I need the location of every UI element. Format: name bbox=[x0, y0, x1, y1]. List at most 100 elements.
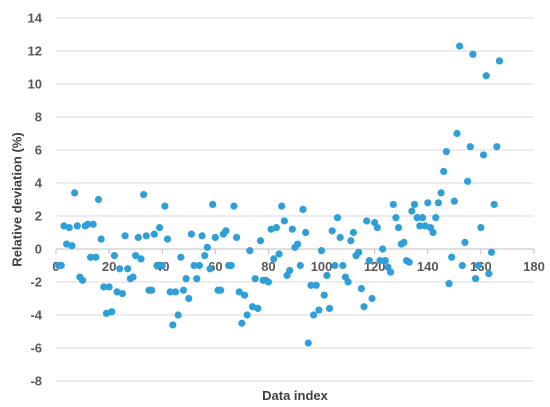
data-point bbox=[187, 230, 196, 238]
gridlines bbox=[56, 17, 534, 382]
data-point bbox=[309, 311, 318, 319]
data-point bbox=[70, 189, 79, 197]
data-point bbox=[251, 275, 259, 283]
data-point bbox=[193, 275, 201, 283]
data-point bbox=[148, 286, 156, 294]
x-tick-label: 80 bbox=[261, 259, 275, 274]
y-tick-label: 4 bbox=[35, 176, 43, 191]
data-point bbox=[392, 214, 400, 222]
y-tick-label: 14 bbox=[28, 11, 43, 26]
data-point bbox=[312, 281, 320, 289]
x-tick-label: 100 bbox=[311, 259, 333, 274]
data-point bbox=[368, 294, 376, 303]
data-point bbox=[94, 195, 103, 204]
data-point bbox=[387, 268, 395, 276]
data-point bbox=[432, 214, 440, 222]
data-point bbox=[84, 220, 92, 228]
data-point bbox=[222, 227, 230, 235]
data-point bbox=[65, 223, 73, 232]
data-point bbox=[320, 291, 328, 299]
data-point bbox=[418, 214, 427, 222]
data-point bbox=[440, 167, 448, 176]
data-point bbox=[203, 243, 211, 251]
data-point bbox=[132, 252, 140, 260]
data-point bbox=[365, 256, 373, 265]
data-point bbox=[278, 202, 286, 210]
data-point bbox=[108, 308, 116, 316]
data-point bbox=[400, 238, 408, 246]
data-point bbox=[124, 265, 132, 273]
x-tick-label: 140 bbox=[417, 259, 439, 274]
data-point bbox=[302, 228, 310, 237]
data-point bbox=[201, 252, 209, 260]
data-point bbox=[458, 261, 466, 270]
y-tick-label: -4 bbox=[30, 308, 42, 323]
data-point bbox=[121, 232, 129, 240]
data-point bbox=[190, 261, 198, 270]
data-point bbox=[339, 261, 347, 270]
data-point bbox=[294, 240, 302, 248]
y-tick-label: 12 bbox=[28, 44, 42, 59]
data-point bbox=[110, 252, 119, 260]
y-tick-label: -8 bbox=[30, 374, 42, 389]
data-point bbox=[456, 42, 464, 50]
data-point bbox=[185, 294, 193, 303]
data-point bbox=[304, 339, 312, 347]
data-point bbox=[347, 237, 355, 245]
data-point bbox=[453, 129, 461, 138]
data-point bbox=[479, 151, 488, 159]
data-point bbox=[474, 261, 482, 270]
data-point bbox=[487, 248, 496, 256]
data-point bbox=[405, 258, 413, 266]
data-point bbox=[389, 200, 397, 209]
data-point bbox=[344, 278, 352, 286]
data-point bbox=[424, 199, 432, 207]
data-point bbox=[142, 232, 150, 240]
data-point bbox=[349, 228, 358, 237]
data-point bbox=[477, 223, 485, 232]
data-point bbox=[105, 283, 113, 291]
data-point bbox=[493, 143, 501, 151]
data-point bbox=[232, 233, 241, 242]
data-point bbox=[235, 288, 243, 296]
data-point bbox=[323, 271, 331, 279]
data-point bbox=[92, 253, 100, 261]
data-point bbox=[394, 223, 403, 232]
data-point bbox=[270, 255, 278, 263]
y-tick-label: 0 bbox=[35, 242, 42, 257]
data-point bbox=[238, 319, 246, 327]
data-point bbox=[209, 200, 217, 209]
data-point bbox=[153, 261, 161, 270]
data-point bbox=[140, 190, 148, 199]
data-point bbox=[256, 237, 265, 245]
data-point bbox=[307, 281, 315, 289]
data-point bbox=[254, 304, 262, 312]
data-point bbox=[331, 261, 339, 270]
x-axis-title: Data index bbox=[262, 388, 329, 403]
data-point bbox=[158, 261, 166, 270]
y-axis-title: Relative deviation (%) bbox=[9, 132, 24, 266]
data-point bbox=[416, 222, 424, 230]
data-point bbox=[336, 233, 344, 242]
data-point bbox=[448, 253, 456, 261]
data-point bbox=[315, 306, 323, 314]
data-point bbox=[464, 177, 472, 185]
data-point bbox=[171, 288, 180, 296]
data-point bbox=[299, 205, 307, 213]
data-point bbox=[150, 230, 158, 238]
data-point bbox=[288, 225, 296, 233]
data-point bbox=[57, 261, 65, 270]
data-point bbox=[100, 283, 108, 291]
data-point bbox=[264, 278, 273, 286]
data-point bbox=[466, 143, 474, 151]
y-tick-label: 10 bbox=[28, 77, 42, 92]
data-point bbox=[413, 214, 421, 222]
data-point bbox=[174, 311, 182, 319]
y-tick-label: 2 bbox=[35, 209, 42, 224]
data-point bbox=[134, 233, 142, 242]
data-point bbox=[280, 217, 288, 225]
data-point bbox=[169, 321, 177, 329]
data-point bbox=[68, 242, 76, 250]
